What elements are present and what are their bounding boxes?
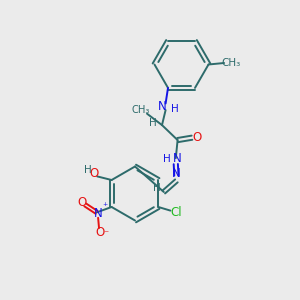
Text: O: O <box>193 131 202 144</box>
Text: N: N <box>158 100 166 113</box>
Text: CH₃: CH₃ <box>131 105 150 115</box>
Text: H: H <box>153 183 161 194</box>
Text: ⁺: ⁺ <box>102 202 108 212</box>
Text: H: H <box>148 118 156 128</box>
Text: H: H <box>171 104 179 115</box>
Text: CH₃: CH₃ <box>221 58 240 68</box>
Text: N: N <box>94 207 103 220</box>
Text: N: N <box>172 167 181 181</box>
Text: N: N <box>173 152 182 165</box>
Text: O: O <box>77 196 86 209</box>
Text: ⁻: ⁻ <box>103 230 108 240</box>
Text: H: H <box>84 165 92 175</box>
Text: H: H <box>163 154 171 164</box>
Text: O: O <box>95 226 104 239</box>
Text: Cl: Cl <box>171 206 182 220</box>
Text: O: O <box>90 167 99 180</box>
